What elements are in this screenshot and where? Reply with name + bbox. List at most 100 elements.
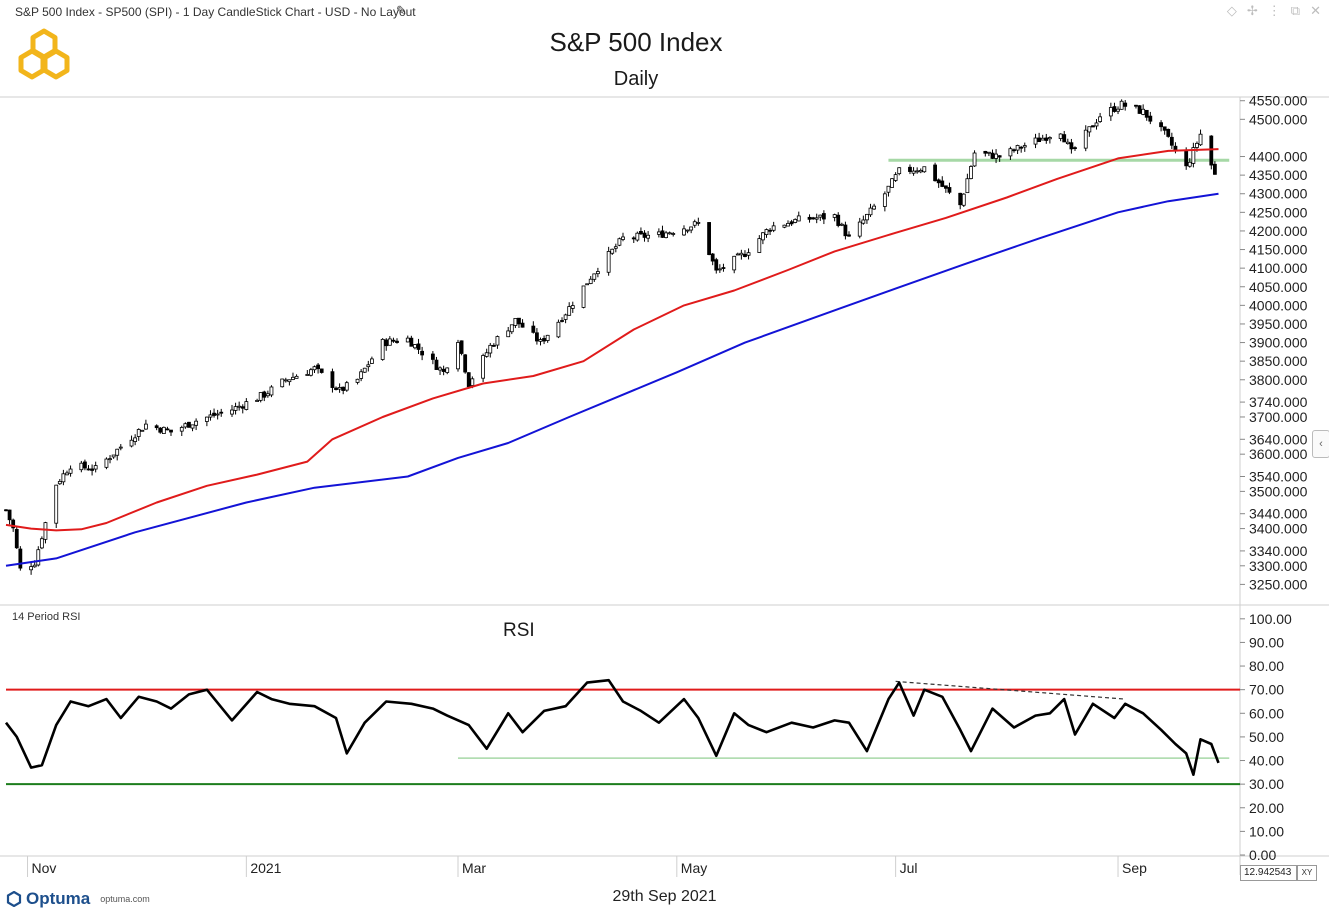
x-axis-tick-label: Jul (900, 860, 918, 876)
price-y-tick-label: 3800.000 (1249, 372, 1308, 388)
candle-body (405, 337, 410, 343)
x-axis-tick-label: Nov (32, 860, 57, 876)
candle-body (280, 378, 285, 388)
candle-body (771, 225, 776, 231)
footer-brand: Optuma optuma.com (6, 889, 150, 909)
candle-body (434, 359, 439, 370)
candle-body (14, 529, 19, 549)
optuma-mini-logo-icon (6, 891, 22, 907)
rsi-y-tick-label: 30.00 (1249, 776, 1284, 792)
candle-body (563, 314, 568, 320)
candle-body (1087, 126, 1092, 133)
candle-body (187, 421, 191, 428)
candle-body (1094, 122, 1099, 127)
candle-body (161, 426, 166, 434)
candle-body (287, 379, 292, 383)
candle-body (104, 458, 109, 468)
candle-body (714, 259, 719, 271)
candle-body (255, 400, 260, 402)
candle-body (581, 285, 586, 308)
candle-body (1212, 163, 1217, 175)
candle-body (865, 213, 869, 221)
candle-body (664, 232, 668, 239)
candle-body (710, 253, 715, 262)
candle-body (456, 342, 460, 370)
candle-body (90, 468, 94, 471)
candle-body (43, 522, 48, 540)
price-y-tick-label: 4250.000 (1249, 204, 1308, 220)
diamond-icon[interactable]: ◇ (1226, 3, 1237, 18)
candle-body (1195, 142, 1199, 148)
candle-body (868, 207, 873, 216)
candle-body (538, 339, 543, 342)
chart-subtitle: Daily (613, 68, 659, 90)
candle-body (682, 228, 686, 236)
close-icon[interactable]: ✕ (1310, 3, 1321, 18)
rsi-line (4, 678, 1220, 777)
candle-body (1134, 104, 1138, 107)
xy-button[interactable]: XY (1297, 865, 1317, 881)
candle-body (843, 224, 848, 237)
rsi-y-tick-label: 10.00 (1249, 823, 1284, 839)
candle-body (893, 174, 898, 181)
candle-body (592, 273, 597, 280)
pencil-icon[interactable]: ✎ (396, 3, 407, 18)
tune-icon[interactable]: ⋮ (1267, 3, 1281, 18)
price-y-tick-label: 3950.000 (1249, 316, 1308, 332)
candle-body (793, 219, 798, 223)
candle-body (219, 411, 224, 414)
price-y-tick-label: 4550.000 (1249, 93, 1308, 109)
pin-icon[interactable]: ✢ (1246, 3, 1258, 18)
rsi-y-tick-label: 0.00 (1249, 847, 1276, 863)
candle-body (915, 170, 920, 173)
candle-body (32, 564, 37, 568)
candle-body (689, 226, 694, 231)
candle-body (918, 169, 923, 173)
candle-body (986, 151, 991, 154)
candle-body (215, 413, 220, 416)
brand-site: optuma.com (100, 894, 150, 904)
candle-body (466, 372, 471, 388)
rsi-trendline (895, 680, 1126, 700)
candle-body (68, 468, 73, 474)
candle-body (387, 338, 392, 346)
candle-body (821, 213, 826, 220)
price-y-tick-label: 3440.000 (1249, 506, 1308, 522)
candle-body (61, 473, 66, 483)
candle-body (334, 387, 338, 390)
candle-body (445, 367, 450, 373)
price-y-tick-label: 4400.000 (1249, 149, 1308, 165)
candle-body (642, 232, 647, 238)
candle-body (685, 229, 690, 232)
candle-body (294, 375, 299, 379)
candle-body (395, 340, 399, 343)
candle-body (997, 155, 1002, 158)
rsi-y-tick-label: 100.00 (1249, 611, 1292, 627)
candle-body (4, 509, 8, 512)
candle-body (204, 416, 209, 422)
candle-body (1148, 115, 1153, 122)
candle-body (585, 283, 590, 286)
candle-body (520, 322, 525, 328)
expand-arrow-icon[interactable]: ‹ (1312, 430, 1329, 458)
restore-icon[interactable]: ⧉ (1290, 3, 1301, 18)
price-y-tick-label: 3740.000 (1249, 394, 1308, 410)
price-y-tick-label: 4500.000 (1249, 111, 1308, 127)
price-y-tick-label: 4200.000 (1249, 223, 1308, 239)
candle-body (230, 409, 234, 415)
candle-body (65, 472, 69, 476)
candle-body (1040, 137, 1045, 141)
candle-body (344, 382, 349, 391)
candle-body (369, 358, 374, 364)
candle-body (39, 538, 44, 549)
price-y-tick-label: 3540.000 (1249, 469, 1308, 485)
candle-body (362, 367, 367, 373)
candle-body (438, 367, 442, 371)
candle-body (190, 424, 195, 429)
x-axis-tick-label: Sep (1122, 860, 1147, 876)
chart-header-bar: S&P 500 Index - SP500 (SPI) - 1 Day Cand… (0, 0, 1329, 24)
candle-body (36, 549, 41, 566)
candle-body (908, 166, 912, 172)
candle-body (463, 354, 468, 373)
